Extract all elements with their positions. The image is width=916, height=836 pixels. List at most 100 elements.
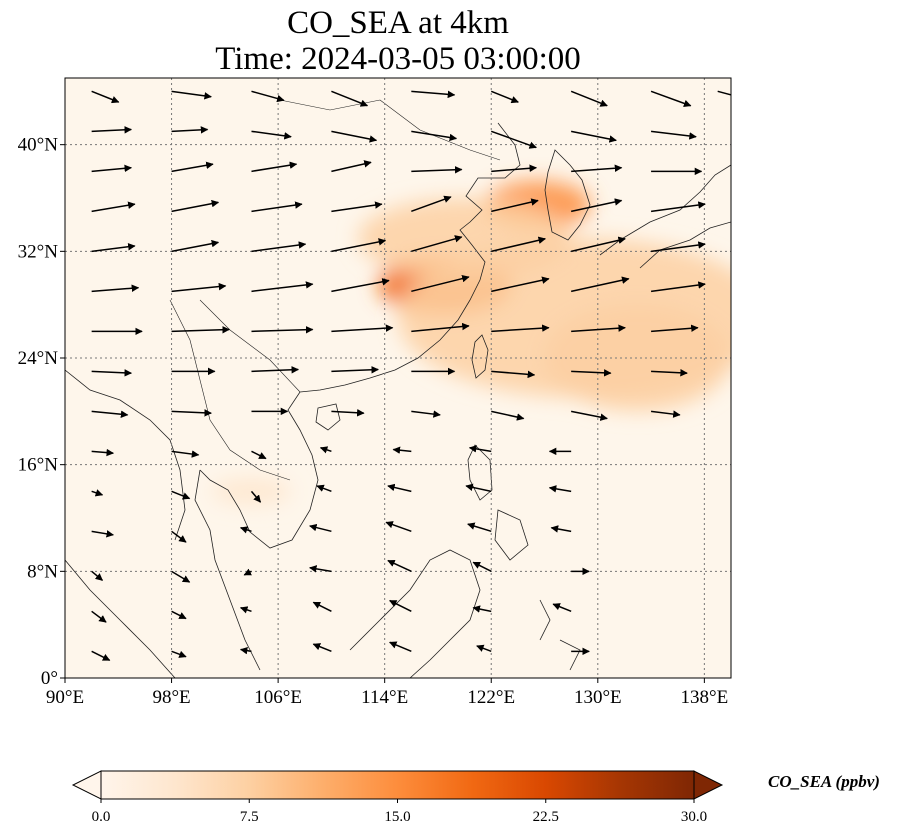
wind-arrow	[571, 198, 623, 213]
wind-arrow	[411, 166, 463, 174]
wind-arrow	[251, 130, 292, 140]
wind-arrow	[472, 561, 492, 573]
coastline-taiwan	[471, 334, 489, 379]
coastline-philippines	[467, 444, 529, 561]
coastline-myanmar	[65, 369, 186, 541]
co-plume	[211, 478, 292, 505]
wind-arrow	[251, 241, 307, 253]
wind-arrow	[171, 490, 191, 500]
wind-arrow	[251, 325, 314, 334]
wind-arrow	[570, 236, 626, 253]
colorbar-tick-label: 15.0	[384, 809, 410, 825]
wind-arrow	[472, 605, 492, 613]
y-tick-label: 32°N	[18, 241, 59, 262]
co-plume	[544, 304, 731, 412]
wind-arrow	[550, 525, 572, 533]
wind-arrow	[251, 90, 285, 103]
wind-arrow	[385, 521, 412, 533]
wind-arrow	[571, 130, 617, 143]
map-panel	[65, 78, 731, 678]
map-frame	[64, 77, 732, 679]
plot-title: CO_SEA at 4km	[287, 5, 509, 41]
colorbar-tick-label: 7.5	[240, 809, 259, 825]
wind-arrow	[491, 276, 550, 293]
wind-arrow	[171, 199, 220, 213]
wind-arrow	[650, 130, 697, 140]
wind-arrow	[491, 410, 525, 421]
wind-arrow	[91, 369, 132, 377]
wind-arrow	[91, 448, 114, 457]
wind-arrow	[465, 483, 492, 493]
wind-arrow	[650, 281, 706, 293]
wind-arrow	[650, 90, 692, 107]
wind-arrow	[91, 90, 120, 104]
wind-arrow	[467, 522, 492, 533]
wind-arrow	[411, 410, 441, 418]
coastline-korea	[544, 149, 591, 241]
colorbar-tick-label: 0.0	[92, 809, 111, 825]
wind-arrow	[91, 164, 132, 173]
wind-arrow	[316, 484, 332, 493]
wind-arrow	[387, 483, 412, 493]
wind-arrow	[651, 369, 688, 377]
wind-arrow	[411, 322, 470, 333]
latitude-ticks: 0° 8°N 16°N 24°N 32°N 40°N	[18, 135, 65, 689]
wind-arrow	[490, 90, 519, 104]
wind-arrow	[171, 239, 220, 253]
wind-arrow	[389, 599, 412, 613]
wind-arrow	[239, 606, 252, 614]
wind-arrow	[411, 90, 456, 99]
wind-arrow	[251, 201, 303, 213]
wind-arrow	[392, 446, 412, 454]
map-gridlines	[65, 78, 731, 678]
wind-arrow	[171, 325, 230, 334]
wind-arrow	[650, 201, 706, 213]
wind-arrow	[331, 238, 387, 253]
wind-arrow	[243, 568, 252, 576]
coastline-china	[299, 122, 521, 393]
wind-arrow	[651, 324, 699, 333]
wind-arrow	[491, 164, 537, 173]
wind-arrow	[650, 241, 706, 253]
wind-arrow	[91, 126, 132, 134]
wind-arrow	[650, 410, 681, 418]
wind-arrow	[491, 236, 546, 253]
wind-arrow	[319, 446, 332, 454]
y-tick-label: 8°N	[27, 561, 58, 582]
colorbar-gradient	[100, 770, 695, 800]
wind-arrow	[571, 369, 612, 377]
colorbar-ticks: 0.0 7.5 15.0 22.5 30.0	[92, 799, 707, 825]
wind-arrow	[251, 161, 298, 173]
wind-arrow	[171, 126, 209, 134]
colorbar-tick-label: 22.5	[533, 809, 559, 825]
wind-arrow	[491, 324, 550, 333]
wind-arrow	[331, 201, 383, 213]
wind-arrow	[468, 445, 492, 453]
wind-arrow	[411, 235, 463, 253]
wind-arrow	[239, 526, 252, 534]
wind-arrow	[548, 485, 572, 493]
wind-arrow	[552, 603, 572, 613]
x-tick-label: 114°E	[361, 687, 408, 708]
wind-arrow	[331, 278, 390, 293]
wind-arrow	[476, 644, 492, 653]
wind-arrow	[570, 276, 630, 293]
wind-arrow	[251, 366, 300, 374]
wind-arrow	[571, 410, 608, 421]
wind-arrow	[171, 161, 214, 173]
co-plume	[358, 198, 572, 278]
coastline-sumatra	[65, 559, 176, 678]
y-tick-label: 40°N	[18, 135, 59, 156]
wind-arrow	[331, 130, 378, 143]
wind-vectors	[91, 90, 731, 662]
wind-arrow	[171, 530, 187, 543]
x-tick-label: 122°E	[467, 687, 515, 708]
wind-arrow	[331, 366, 379, 374]
wind-arrow	[389, 641, 412, 653]
wind-arrow	[717, 90, 731, 96]
wind-arrow	[251, 450, 267, 460]
wind-arrow	[312, 601, 332, 613]
wind-arrow	[171, 610, 187, 620]
wind-arrow	[571, 324, 626, 333]
